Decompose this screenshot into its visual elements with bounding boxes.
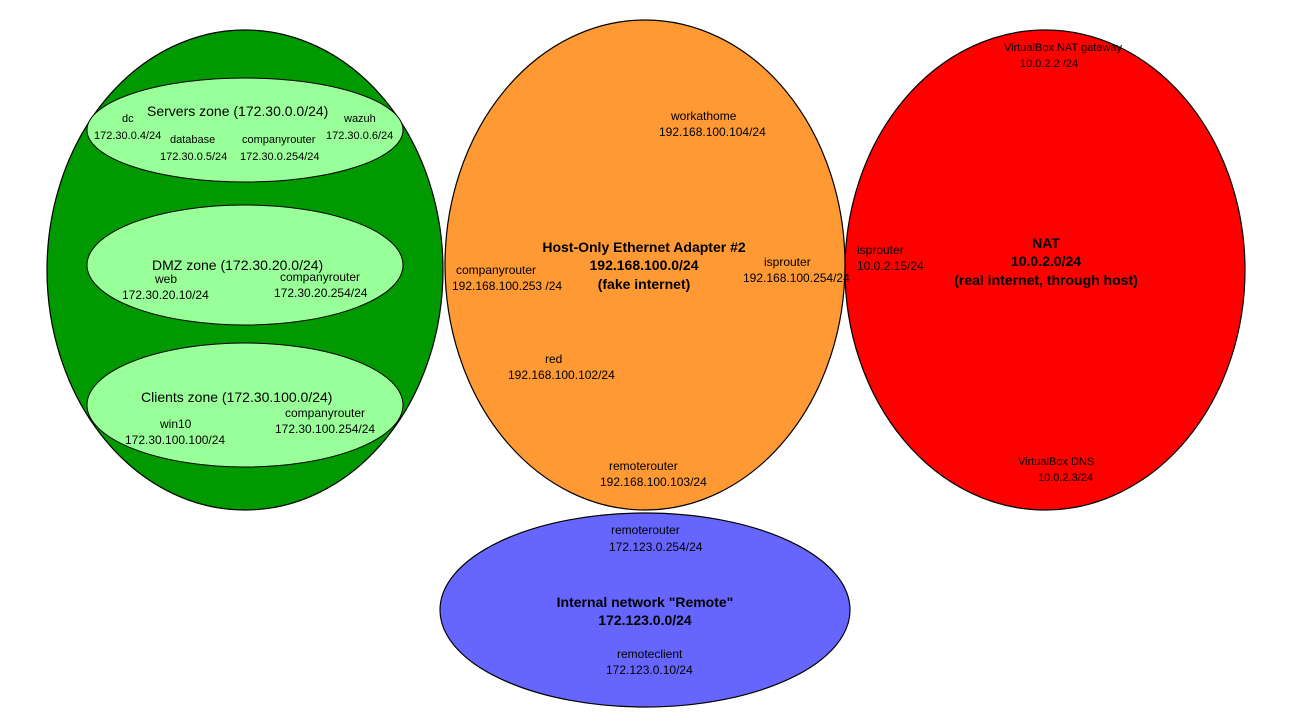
hostonly-remoterouter-name: remoterouter	[609, 459, 678, 473]
nat-dns-ip: 10.0.2.3/24	[1038, 472, 1093, 484]
red-ip: 192.168.100.102/24	[508, 368, 615, 382]
nat-note: (real internet, through host)	[954, 272, 1138, 288]
hostonly-companyrouter-ip: 192.168.100.253 /24	[452, 279, 562, 293]
servers-zone-title: Servers zone (172.30.0.0/24)	[147, 103, 328, 119]
nat-isprouter-ip: 10.0.2.15/24	[857, 259, 924, 273]
nat-gateway-ip: 10.0.2.2 /24	[1020, 58, 1078, 70]
win10-ip: 172.30.100.100/24	[125, 433, 225, 447]
nat-gateway-name: VirtualBox NAT gateway	[1004, 42, 1123, 54]
servers-zone: Servers zone (172.30.0.0/24) dc 172.30.0…	[86, 77, 404, 183]
wazuh-name: wazuh	[343, 113, 376, 125]
servers-zone-ellipse	[86, 77, 404, 183]
remoteclient-ip: 172.123.0.10/24	[606, 663, 693, 677]
remote-subnet: 172.123.0.0/24	[598, 612, 692, 628]
dmz-zone-ellipse	[86, 204, 404, 326]
nat-dns-name: VirtualBox DNS	[1018, 456, 1094, 468]
clients-zone-title: Clients zone (172.30.100.0/24)	[141, 389, 332, 405]
nat-network: NAT 10.0.2.0/24 (real internet, through …	[844, 29, 1246, 511]
wazuh-ip: 172.30.0.6/24	[326, 130, 393, 142]
web-name: web	[154, 272, 177, 286]
database-name: database	[170, 134, 215, 146]
servers-companyrouter-ip: 172.30.0.254/24	[240, 151, 320, 163]
workathome-ip: 192.168.100.104/24	[659, 125, 766, 139]
remote-remoterouter-ip: 172.123.0.254/24	[609, 540, 703, 554]
dmz-companyrouter-ip: 172.30.20.254/24	[274, 286, 368, 300]
hostonly-subnet: 192.168.100.0/24	[590, 257, 699, 273]
hostonly-ellipse	[444, 19, 846, 511]
hostonly-network: Host-Only Ethernet Adapter #2 192.168.10…	[444, 19, 850, 511]
dc-ip: 172.30.0.4/24	[94, 130, 161, 142]
servers-companyrouter-name: companyrouter	[242, 134, 316, 146]
hostonly-note: (fake internet)	[598, 276, 691, 292]
clients-zone-ellipse	[86, 342, 404, 468]
nat-subnet: 10.0.2.0/24	[1011, 253, 1081, 269]
web-ip: 172.30.20.10/24	[122, 288, 209, 302]
remoteclient-name: remoteclient	[617, 647, 683, 661]
remote-remoterouter-name: remoterouter	[611, 523, 680, 537]
remote-network: Internal network "Remote" 172.123.0.0/24…	[439, 512, 851, 708]
nat-isprouter-name: isprouter	[857, 243, 904, 257]
dmz-companyrouter-name: companyrouter	[280, 270, 360, 284]
clients-companyrouter-name: companyrouter	[285, 406, 365, 420]
remote-title: Internal network "Remote"	[557, 594, 734, 610]
remote-ellipse	[439, 512, 851, 708]
hostonly-isprouter-name: isprouter	[764, 255, 811, 269]
clients-companyrouter-ip: 172.30.100.254/24	[275, 422, 375, 436]
clients-zone: Clients zone (172.30.100.0/24) win10 172…	[86, 342, 404, 468]
hostonly-isprouter-ip: 192.168.100.254/24	[743, 271, 850, 285]
company-network: Servers zone (172.30.0.0/24) dc 172.30.0…	[46, 29, 444, 511]
red-name: red	[545, 352, 562, 366]
hostonly-remoterouter-ip: 192.168.100.103/24	[600, 475, 707, 489]
hostonly-companyrouter-name: companyrouter	[456, 263, 536, 277]
hostonly-title: Host-Only Ethernet Adapter #2	[542, 239, 746, 255]
database-ip: 172.30.0.5/24	[160, 151, 227, 163]
dmz-zone: DMZ zone (172.30.20.0/24) web 172.30.20.…	[86, 204, 404, 326]
nat-title: NAT	[1032, 235, 1060, 251]
dmz-zone-title: DMZ zone (172.30.20.0/24)	[152, 257, 323, 273]
dc-name: dc	[122, 113, 134, 125]
workathome-name: workathome	[670, 109, 737, 123]
win10-name: win10	[159, 417, 192, 431]
